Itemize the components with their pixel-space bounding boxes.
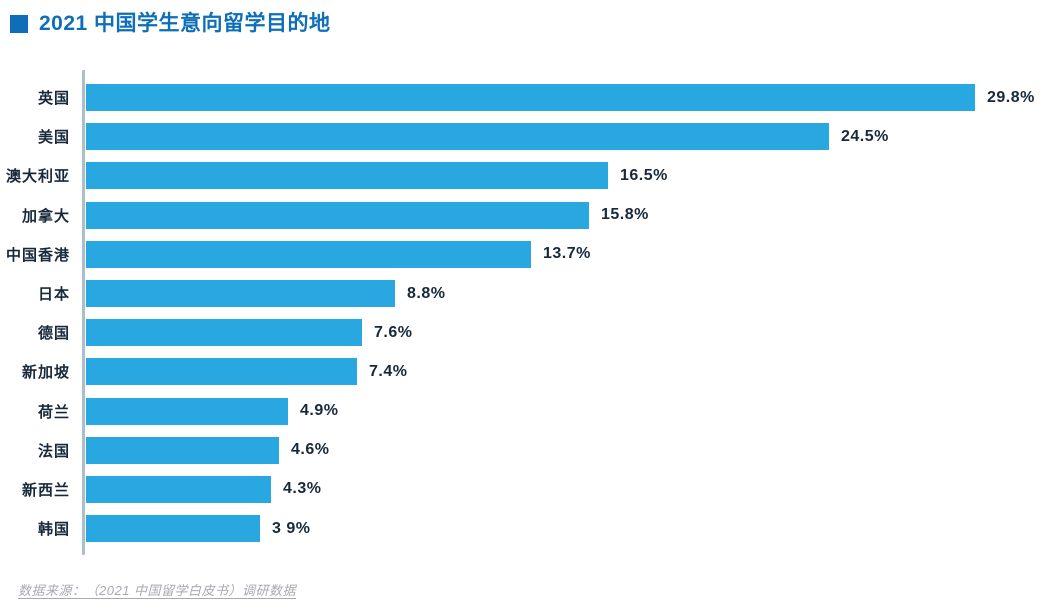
bar-row: 日本 8.8% [0, 274, 1043, 313]
value-label: 4.9% [300, 402, 339, 420]
category-label: 韩国 [37, 521, 70, 539]
bar [86, 397, 288, 425]
value-label: 8.8% [407, 284, 446, 302]
title-bullet-square-icon [10, 14, 28, 33]
bar-track: 4.6% [86, 436, 1043, 464]
chart-header: 2021 中国学生意向留学目的地 [0, 0, 1043, 34]
category-label: 新加坡 [21, 364, 70, 382]
category-label: 中国香港 [5, 246, 70, 264]
value-label: 4.6% [291, 441, 330, 459]
value-label: 15.8% [601, 206, 649, 224]
bar-chart: 英国 29.8% 美国 24.5% 澳大利亚 16.5% 加拿大 15.8% 中… [0, 70, 1043, 555]
bar-row: 荷兰 4.9% [0, 392, 1043, 431]
bar-row: 法国 4.6% [0, 431, 1043, 470]
bar-track: 4.3% [86, 475, 1043, 503]
data-source-note: 数据来源：（2021 中国留学白皮书）调研数据 [18, 583, 297, 599]
bar-row: 美国 24.5% [0, 117, 1043, 156]
category-label: 法国 [37, 442, 70, 460]
bar [86, 515, 260, 543]
bar-row: 新加坡 7.4% [0, 352, 1043, 391]
bar-track: 7.4% [86, 358, 1043, 386]
bar [86, 436, 279, 464]
value-label: 16.5% [620, 166, 668, 184]
bar-row: 加拿大 15.8% [0, 196, 1043, 235]
bar [86, 475, 271, 503]
bar [86, 319, 362, 347]
value-label: 3 9% [272, 519, 311, 537]
bar [86, 240, 531, 268]
category-label: 日本 [37, 286, 70, 304]
category-label: 加拿大 [21, 207, 70, 225]
bar-track: 7.6% [86, 319, 1043, 347]
bar-row: 中国香港 13.7% [0, 235, 1043, 274]
category-label: 澳大利亚 [5, 168, 70, 186]
bar-track: 16.5% [86, 162, 1043, 190]
value-label: 7.6% [374, 323, 413, 341]
bar-track: 13.7% [86, 240, 1043, 268]
bar-row: 新西兰 4.3% [0, 470, 1043, 509]
value-label: 7.4% [369, 362, 408, 380]
value-label: 13.7% [543, 245, 591, 263]
category-label: 德国 [37, 325, 70, 343]
bar [86, 358, 357, 386]
category-label: 英国 [37, 90, 70, 108]
category-label: 荷兰 [37, 403, 70, 421]
bar [86, 201, 589, 229]
bar-row: 英国 29.8% [0, 78, 1043, 117]
bar [86, 280, 395, 308]
bar-rows: 英国 29.8% 美国 24.5% 澳大利亚 16.5% 加拿大 15.8% 中… [0, 78, 1043, 548]
bar-row: 韩国 3 9% [0, 509, 1043, 548]
bar-track: 29.8% [86, 84, 1043, 112]
bar-row: 澳大利亚 16.5% [0, 156, 1043, 195]
bar-track: 3 9% [86, 515, 1043, 543]
category-label: 新西兰 [21, 481, 70, 499]
bar-track: 15.8% [86, 201, 1043, 229]
chart-title: 2021 中国学生意向留学目的地 [39, 12, 331, 35]
bar-track: 4.9% [86, 397, 1043, 425]
bar [86, 84, 975, 112]
value-label: 29.8% [987, 88, 1035, 106]
bar-track: 8.8% [86, 280, 1043, 308]
bar [86, 162, 608, 190]
bar-row: 德国 7.6% [0, 313, 1043, 352]
bar [86, 123, 829, 151]
category-label: 美国 [37, 129, 70, 147]
value-label: 24.5% [841, 127, 889, 145]
y-axis-line [82, 70, 85, 555]
value-label: 4.3% [283, 480, 322, 498]
bar-track: 24.5% [86, 123, 1043, 151]
